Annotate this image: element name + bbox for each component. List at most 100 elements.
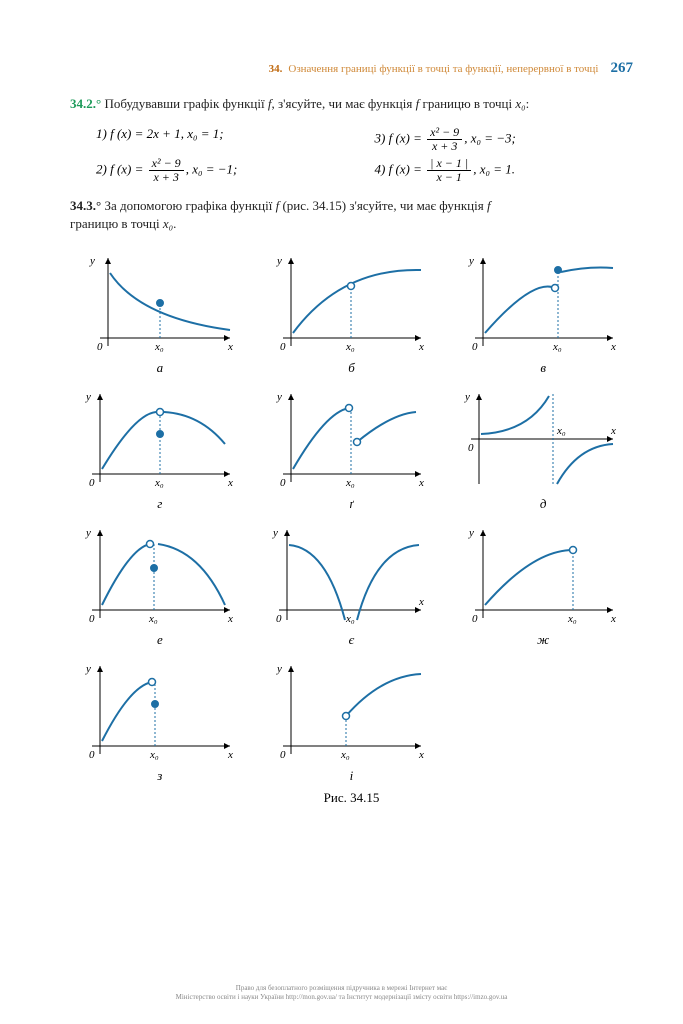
- numerator: x² − 9: [427, 126, 462, 140]
- denominator: x + 3: [427, 140, 462, 153]
- label: е: [70, 632, 250, 648]
- label: в: [453, 360, 633, 376]
- svg-text:y: y: [468, 255, 474, 267]
- problem-num: 34.3.°: [70, 198, 101, 213]
- text: границю в точці: [70, 216, 163, 231]
- svg-text:x: x: [418, 477, 424, 489]
- graph-k-svg: y x 0 x₀: [271, 656, 431, 766]
- label: є: [262, 632, 442, 648]
- lead: 4): [375, 162, 389, 177]
- svg-text:y: y: [85, 391, 91, 403]
- graph-j-svg: y x 0 x₀: [80, 656, 240, 766]
- svg-text:0: 0: [89, 477, 95, 489]
- x0-label: x₀: [154, 341, 164, 353]
- label: з: [70, 768, 250, 784]
- tail: , x₀ = 1.: [473, 162, 515, 177]
- svg-text:x₀: x₀: [567, 613, 577, 625]
- denominator: x − 1: [427, 171, 471, 184]
- graph-f: y x 0 x₀ д: [453, 384, 633, 512]
- colon: :: [526, 96, 530, 111]
- graph-e: y x 0 x₀ ґ: [262, 384, 442, 512]
- svg-text:0: 0: [472, 341, 478, 353]
- label: а: [70, 360, 250, 376]
- svg-text:y: y: [85, 527, 91, 539]
- svg-text:x: x: [227, 477, 233, 489]
- graph-d-svg: y x 0 x₀: [80, 384, 240, 494]
- lead: 3): [375, 131, 389, 146]
- pre: f (x) =: [389, 131, 426, 146]
- graph-a: y x 0 x₀ а: [70, 248, 250, 376]
- svg-text:y: y: [85, 663, 91, 675]
- dot: .: [173, 216, 176, 231]
- svg-text:x: x: [418, 749, 424, 761]
- fraction: x² − 9x + 3: [427, 126, 462, 153]
- svg-text:x₀: x₀: [149, 749, 159, 761]
- graph-g: y x 0 x₀ е: [70, 520, 250, 648]
- formula-4: 4) f (x) = | x − 1 |x − 1, x₀ = 1.: [375, 157, 634, 184]
- svg-text:x₀: x₀: [556, 425, 566, 437]
- svg-text:y: y: [468, 527, 474, 539]
- graph-e-svg: y x 0 x₀: [271, 384, 431, 494]
- graph-b: y x 0 x₀ б: [262, 248, 442, 376]
- problem-num: 34.2.°: [70, 96, 101, 111]
- graph-g-svg: y x 0 x₀: [80, 520, 240, 630]
- svg-text:x: x: [227, 613, 233, 625]
- label: і: [262, 768, 442, 784]
- svg-text:x₀: x₀: [345, 613, 355, 625]
- page-header: 34. Означення границі функції в точці та…: [70, 60, 633, 77]
- label: д: [453, 496, 633, 512]
- footer-note: Право для безоплатного розміщення підруч…: [0, 984, 683, 1002]
- label: г: [70, 496, 250, 512]
- text: За допомогою графіка функції: [104, 198, 275, 213]
- page-number: 267: [611, 60, 634, 77]
- pre: f (x) =: [110, 162, 147, 177]
- fraction: | x − 1 |x − 1: [427, 157, 471, 184]
- formula-grid: 1) f (x) = 2x + 1, x₀ = 1; 3) f (x) = x²…: [96, 126, 633, 185]
- text: (рис. 34.15) з'ясуйте, чи має функція: [279, 198, 487, 213]
- textbook-page: 34. Означення границі функції в точці та…: [0, 0, 683, 1024]
- svg-text:0: 0: [89, 613, 95, 625]
- graph-b-svg: y x 0 x₀: [271, 248, 431, 358]
- section-number: 34.: [269, 63, 283, 75]
- footer-line2: Міністерство освіти і науки України http…: [176, 993, 508, 1001]
- svg-text:x₀: x₀: [345, 477, 355, 489]
- svg-text:0: 0: [468, 442, 474, 454]
- numerator: | x − 1 |: [427, 157, 471, 171]
- tail: , x₀ = −1;: [186, 162, 238, 177]
- expr: f (x) = 2x + 1, x₀ = 1;: [110, 126, 224, 141]
- lead: 2): [96, 162, 110, 177]
- label: ґ: [262, 496, 442, 512]
- f-symbol: f: [487, 198, 491, 213]
- graph-h-svg: y x 0 x₀: [271, 520, 431, 630]
- formula-3: 3) f (x) = x² − 9x + 3, x₀ = −3;: [375, 126, 634, 153]
- graph-d: y x 0 x₀ г: [70, 384, 250, 512]
- svg-text:x₀: x₀: [552, 341, 562, 353]
- svg-text:y: y: [276, 391, 282, 403]
- problem-34-3: 34.3.° За допомогою графіка функції f (р…: [70, 197, 633, 235]
- graph-k: y x 0 x₀ і: [262, 656, 442, 784]
- svg-text:0: 0: [280, 341, 286, 353]
- figure-caption: Рис. 34.15: [70, 790, 633, 806]
- svg-text:y: y: [276, 663, 282, 675]
- numerator: x² − 9: [149, 157, 184, 171]
- fraction: x² − 9x + 3: [149, 157, 184, 184]
- graph-c-svg: y x 0 x₀: [463, 248, 623, 358]
- graph-grid: y x 0 x₀ а y x 0 x₀ б: [70, 248, 633, 648]
- svg-text:x: x: [610, 425, 616, 437]
- svg-text:0: 0: [472, 613, 478, 625]
- svg-text:x: x: [418, 596, 424, 608]
- graph-i-svg: y x 0 x₀: [463, 520, 623, 630]
- problem-34-2: 34.2.° Побудувавши графік функції f, з'я…: [70, 95, 633, 114]
- graph-grid-row4: y x 0 x₀ з y x 0 x₀ і: [70, 656, 633, 784]
- svg-text:x₀: x₀: [148, 613, 158, 625]
- formula-2: 2) f (x) = x² − 9x + 3, x₀ = −1;: [96, 157, 355, 184]
- svg-text:x₀: x₀: [154, 477, 164, 489]
- graph-h: y x 0 x₀ є: [262, 520, 442, 648]
- x0: x₀: [515, 96, 525, 111]
- text: Побудувавши графік функції: [104, 96, 267, 111]
- graph-j: y x 0 x₀ з: [70, 656, 250, 784]
- formula-1: 1) f (x) = 2x + 1, x₀ = 1;: [96, 126, 355, 153]
- label: ж: [453, 632, 633, 648]
- graph-c: y x 0 x₀ в: [453, 248, 633, 376]
- lead: 1): [96, 126, 110, 141]
